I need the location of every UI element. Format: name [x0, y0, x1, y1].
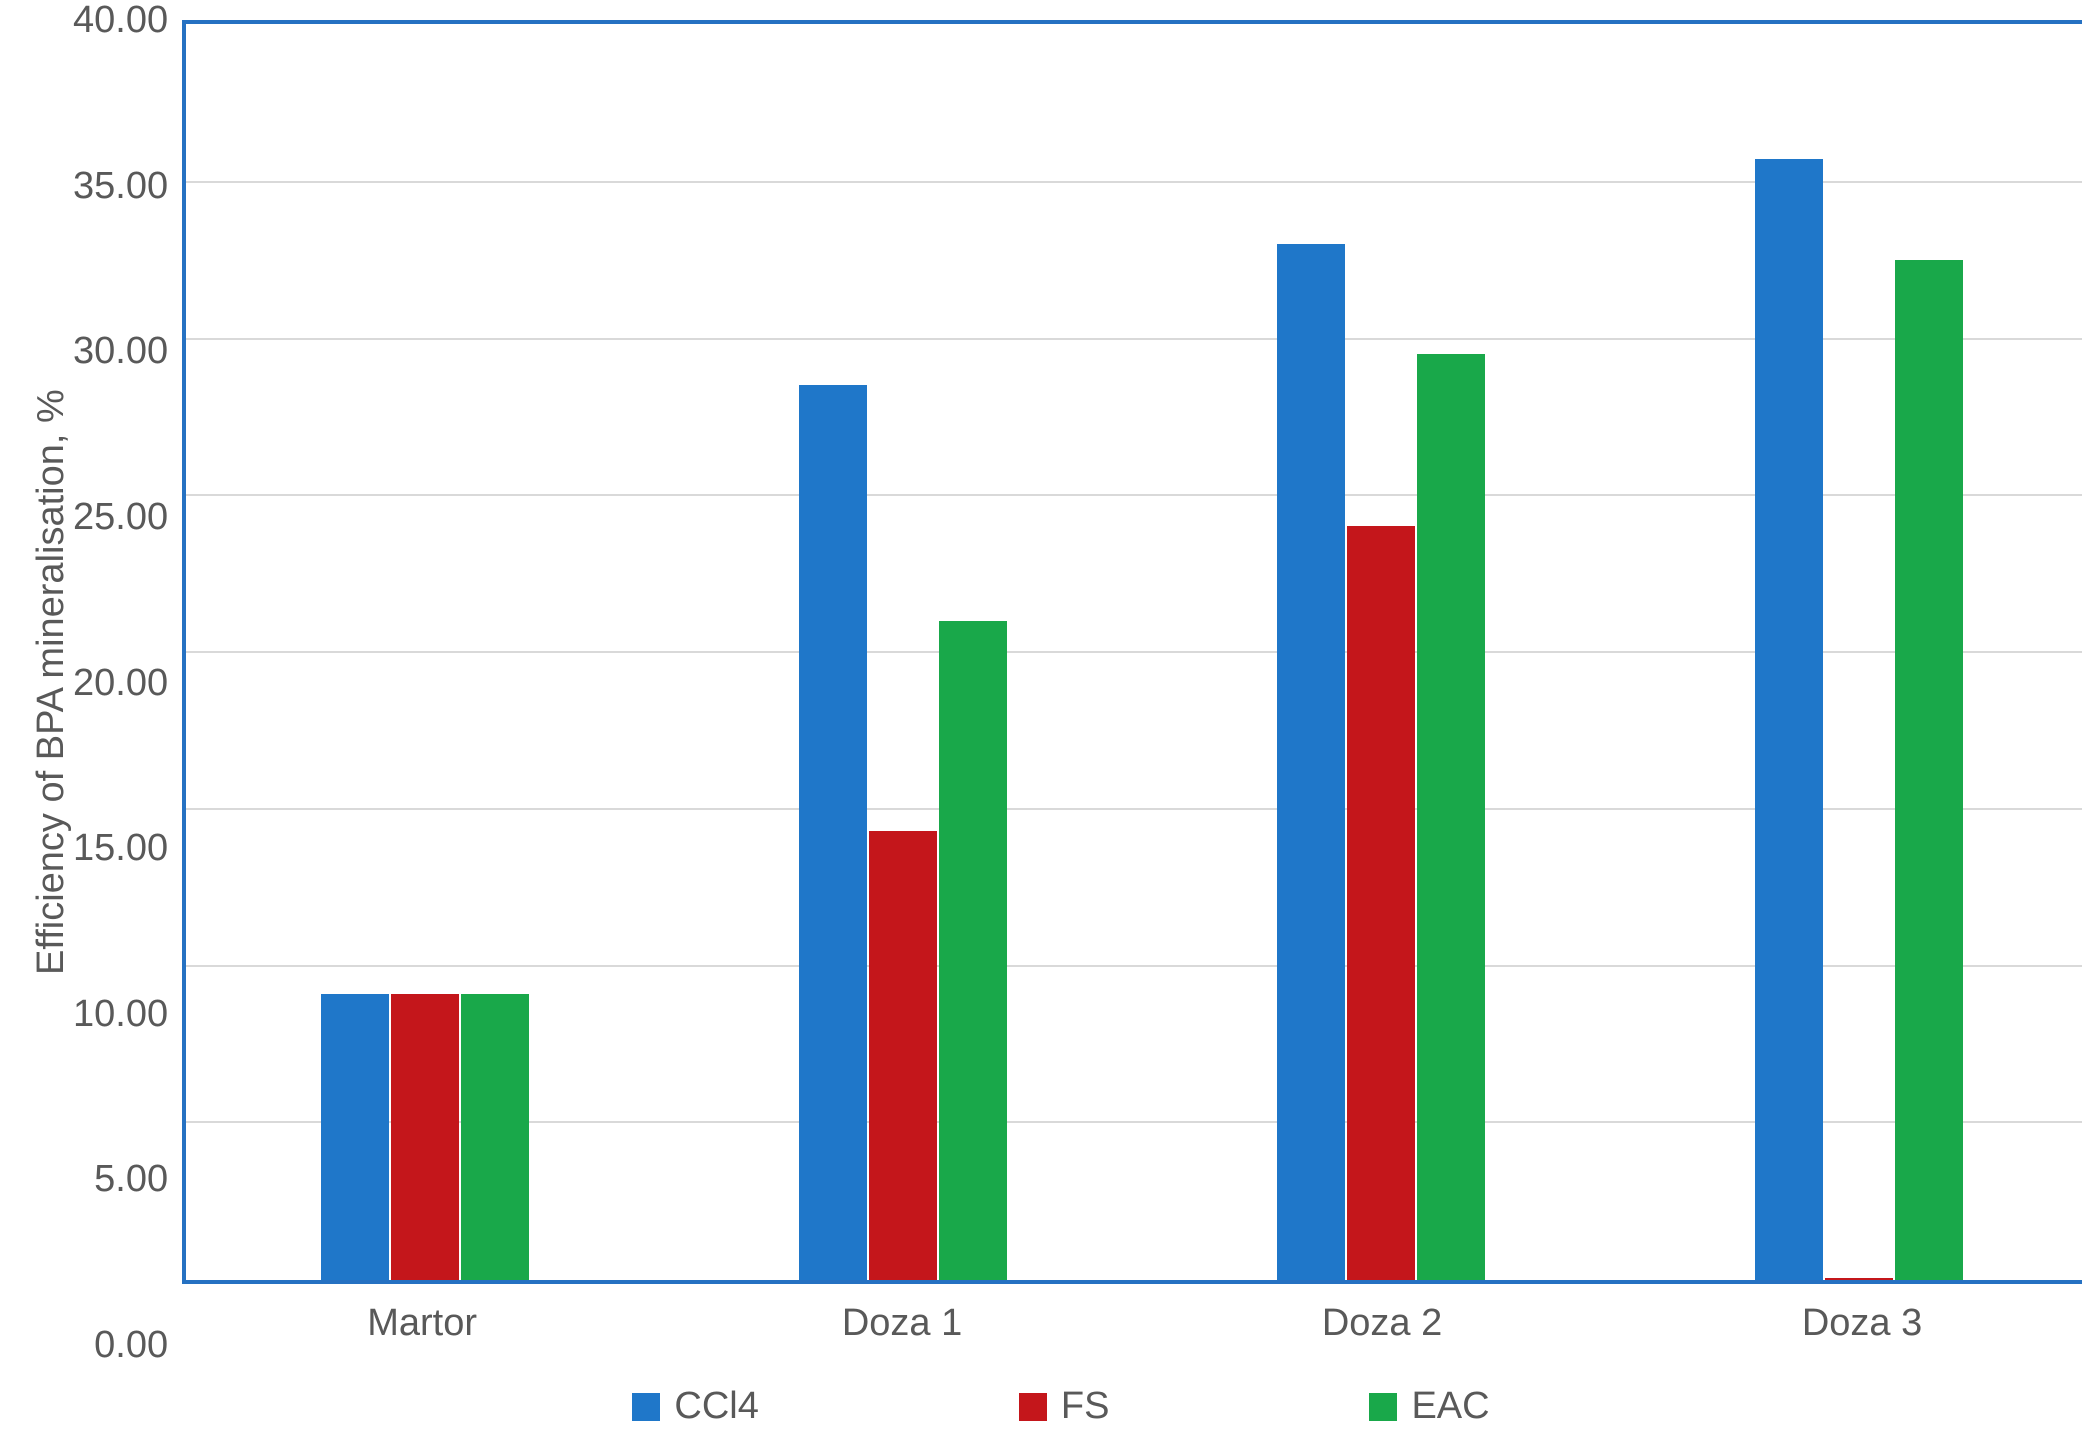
- legend-label: FS: [1061, 1385, 1110, 1428]
- bar-eac: [1895, 260, 1963, 1281]
- legend-item: CCl4: [632, 1385, 758, 1428]
- legend-row: CCl4 FS EAC: [20, 1345, 2082, 1428]
- bar-eac: [1417, 354, 1485, 1280]
- bar-group: [1142, 24, 1620, 1280]
- x-tick-label: Martor: [182, 1302, 662, 1345]
- legend-swatch: [632, 1393, 660, 1421]
- bar-fs: [391, 994, 459, 1280]
- bar-group: [664, 24, 1142, 1280]
- bar-group: [1620, 24, 2082, 1280]
- bar-ccl4: [321, 994, 389, 1280]
- legend-swatch: [1019, 1393, 1047, 1421]
- bar-ccl4: [1755, 159, 1823, 1280]
- bar-chart: Efficiency of BPA mineralisation, % 40.0…: [20, 20, 2082, 1428]
- legend-item: EAC: [1369, 1385, 1489, 1428]
- legend-item: FS: [1019, 1385, 1110, 1428]
- legend: CCl4 FS EAC: [20, 1385, 2082, 1428]
- bar-eac: [939, 621, 1007, 1280]
- chart-main: Efficiency of BPA mineralisation, % 40.0…: [20, 20, 2082, 1345]
- y-axis-title: Efficiency of BPA mineralisation, %: [20, 20, 73, 1345]
- legend-swatch: [1369, 1393, 1397, 1421]
- y-axis-ticks: 40.0035.0030.0025.0020.0015.0010.005.000…: [73, 20, 182, 1345]
- x-tick-label: Doza 1: [662, 1302, 1142, 1345]
- bar-ccl4: [1277, 244, 1345, 1280]
- bar-fs: [1347, 526, 1415, 1280]
- bar-group: [186, 24, 664, 1280]
- bar-ccl4: [799, 385, 867, 1280]
- bar-fs: [869, 831, 937, 1280]
- legend-label: CCl4: [674, 1385, 758, 1428]
- bar-fs: [1825, 1278, 1893, 1280]
- plot-area: [182, 20, 2082, 1284]
- plot-outer: MartorDoza 1Doza 2Doza 3: [182, 20, 2082, 1345]
- x-axis-ticks: MartorDoza 1Doza 2Doza 3: [182, 1284, 2082, 1345]
- legend-label: EAC: [1411, 1385, 1489, 1428]
- bar-eac: [461, 994, 529, 1280]
- bar-groups: [186, 24, 2082, 1280]
- x-tick-label: Doza 2: [1142, 1302, 1622, 1345]
- x-tick-label: Doza 3: [1622, 1302, 2082, 1345]
